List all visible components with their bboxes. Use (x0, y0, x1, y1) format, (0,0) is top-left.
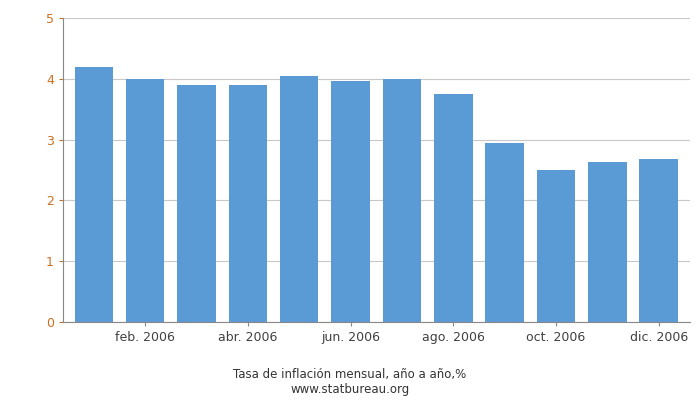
Bar (229, 85, 267, 322)
Bar (177, 85, 216, 322)
Bar (383, 79, 421, 322)
Bar (75, 67, 113, 322)
Text: Tasa de inflación mensual, año a año,%: Tasa de inflación mensual, año a año,% (233, 368, 467, 381)
Bar (588, 162, 626, 322)
Legend: España, 2006: España, 2006 (311, 396, 442, 400)
Bar (485, 143, 524, 322)
Bar (434, 94, 473, 322)
Bar (331, 81, 370, 322)
Bar (639, 159, 678, 322)
Bar (280, 76, 318, 322)
Bar (537, 170, 575, 322)
Text: www.statbureau.org: www.statbureau.org (290, 383, 410, 396)
Bar (126, 79, 164, 322)
